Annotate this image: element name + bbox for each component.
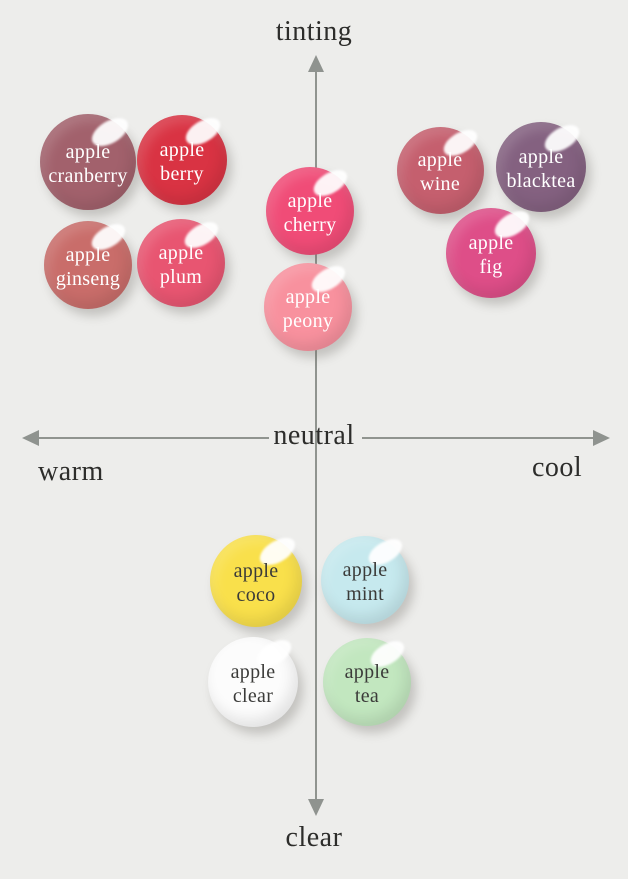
swatch-label: apple clear bbox=[230, 660, 276, 708]
swatch-apple-tea: apple tea bbox=[323, 636, 411, 726]
arrow-up-icon bbox=[308, 55, 324, 72]
swatch-label: apple cranberry bbox=[48, 141, 128, 188]
swatch-apple-ginseng: apple ginseng bbox=[44, 219, 132, 309]
swatch-apple-clear: apple clear bbox=[208, 635, 298, 727]
swatch-label: apple coco bbox=[233, 559, 279, 607]
arrow-left-icon bbox=[22, 430, 39, 446]
swatch-apple-fig: apple fig bbox=[446, 206, 536, 298]
swatch-label: apple plum bbox=[158, 241, 204, 289]
swatch-apple-wine: apple wine bbox=[396, 124, 484, 214]
swatch-label: apple fig bbox=[468, 231, 514, 279]
swatch-label: apple cherry bbox=[283, 189, 337, 237]
vertical-axis-line bbox=[315, 66, 317, 804]
swatch-apple-berry: apple berry bbox=[137, 113, 227, 205]
horizontal-axis-line-left bbox=[31, 437, 269, 439]
axis-label-tinting: tinting bbox=[275, 16, 353, 47]
swatch-apple-plum: apple plum bbox=[137, 217, 225, 307]
swatch-label: apple wine bbox=[417, 148, 463, 196]
axis-label-cool: cool bbox=[532, 452, 583, 483]
swatch-label: apple tea bbox=[344, 660, 390, 708]
swatch-apple-cranberry: apple cranberry bbox=[40, 111, 136, 210]
arrow-right-icon bbox=[593, 430, 610, 446]
swatch-apple-coco: apple coco bbox=[210, 533, 302, 627]
swatch-label: apple berry bbox=[159, 138, 205, 186]
swatch-label: apple mint bbox=[342, 558, 388, 606]
swatch-label: apple peony bbox=[282, 285, 334, 333]
swatch-apple-peony: apple peony bbox=[264, 261, 352, 351]
swatch-label: apple ginseng bbox=[55, 243, 121, 291]
axis-label-neutral: neutral bbox=[273, 420, 355, 451]
arrow-down-icon bbox=[308, 799, 324, 816]
axis-label-warm: warm bbox=[38, 456, 104, 487]
swatch-apple-cherry: apple cherry bbox=[266, 165, 354, 255]
swatch-apple-mint: apple mint bbox=[321, 534, 409, 624]
swatch-apple-blacktea: apple blacktea bbox=[496, 120, 586, 212]
swatch-label: apple blacktea bbox=[506, 145, 576, 193]
axis-label-clear: clear bbox=[285, 822, 343, 853]
horizontal-axis-line-right bbox=[362, 437, 599, 439]
